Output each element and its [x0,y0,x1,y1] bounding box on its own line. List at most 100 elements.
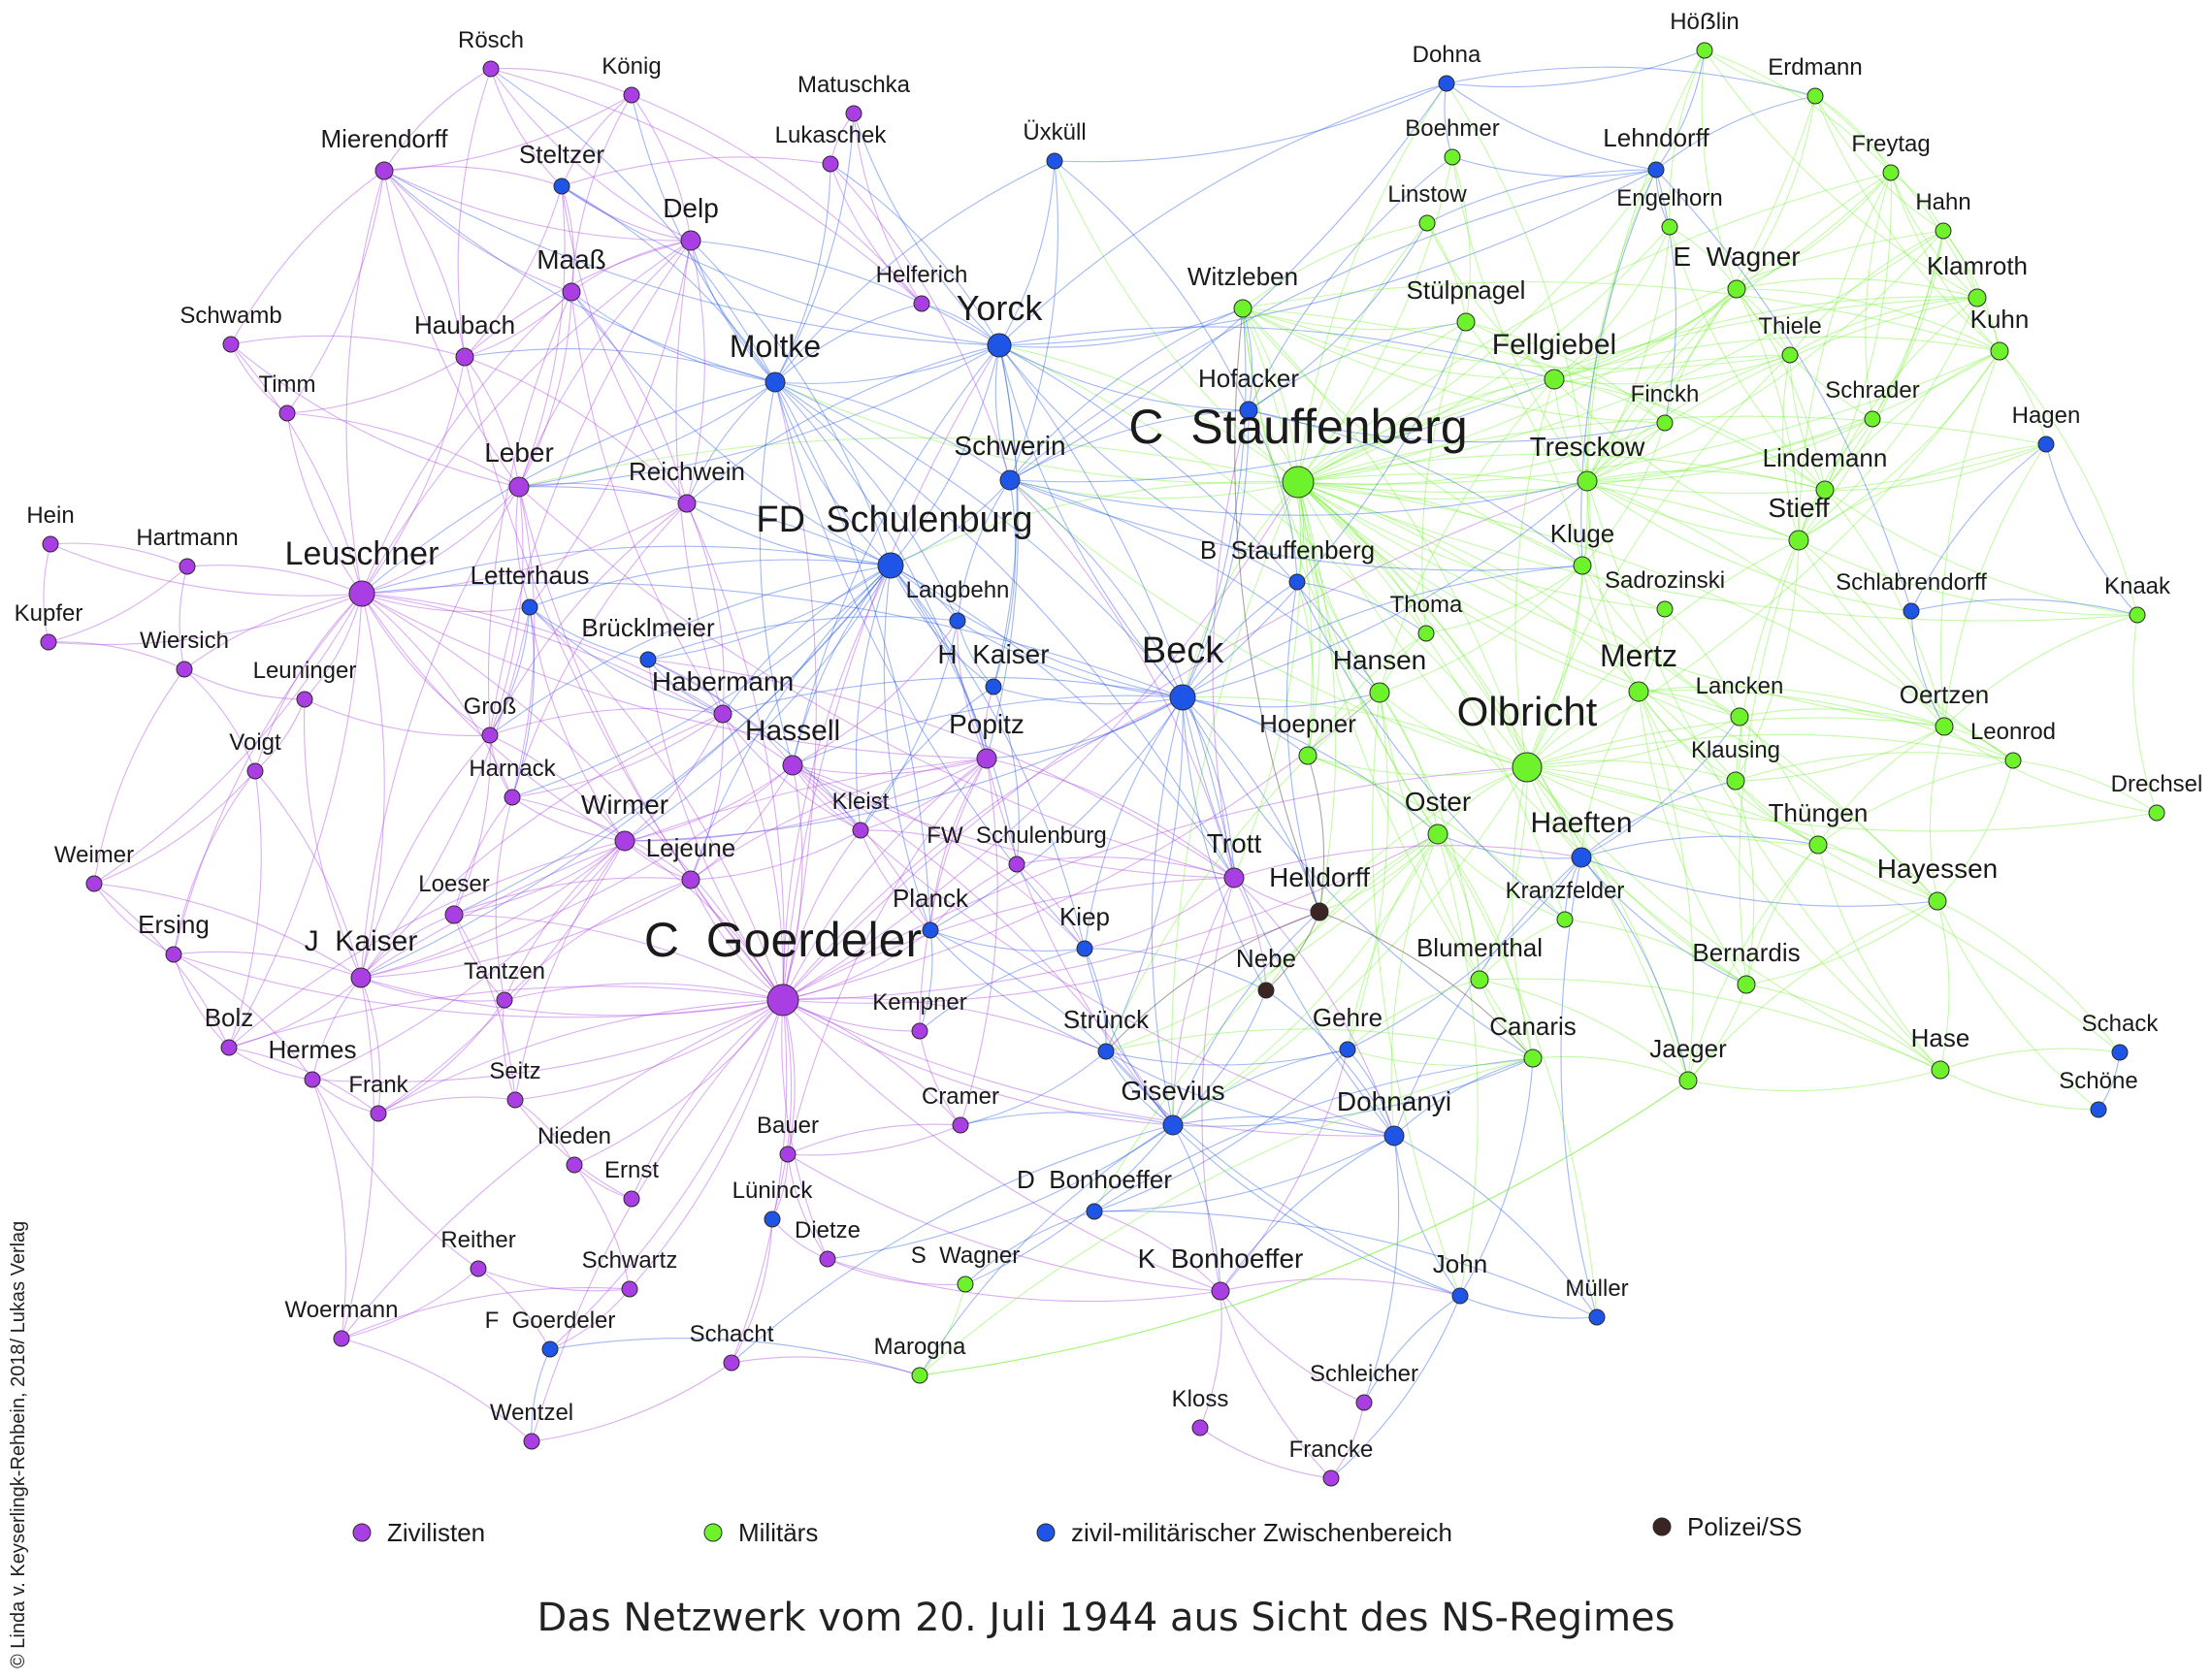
node-popitz[interactable] [976,748,997,769]
node-leonrod[interactable] [2004,752,2022,769]
node-ernst[interactable] [623,1190,640,1208]
node-schlabrendorff[interactable] [1903,602,1920,620]
node-thiele[interactable] [1781,346,1799,364]
node-haubach[interactable] [455,347,474,367]
node-d-bonhoeffer[interactable] [1086,1203,1103,1220]
node-linstow[interactable] [1418,214,1436,232]
node-klausing[interactable] [1726,771,1745,791]
node-dohnanyi[interactable] [1383,1125,1405,1146]
node-reichwein[interactable] [677,494,697,513]
node-wentzel[interactable] [523,1433,540,1450]
node-thoma[interactable] [1417,625,1435,642]
node-canaris[interactable] [1523,1049,1543,1068]
node-langbehn[interactable] [949,612,966,630]
node-sadrozinski[interactable] [1656,600,1674,618]
node-wirmer[interactable] [614,830,635,852]
node-trott[interactable] [1223,867,1245,888]
node-hase[interactable] [1931,1060,1950,1080]
node-fw-schulenburg[interactable] [1008,856,1025,873]
node-letterhaus[interactable] [521,598,538,616]
node-cramer[interactable] [952,1116,969,1134]
node-lancken[interactable] [1730,707,1749,726]
node-brücklmeier[interactable] [639,651,657,668]
node-seitz[interactable] [506,1091,524,1109]
node-b-stauffenberg[interactable] [1288,573,1306,591]
node-timm[interactable] [278,404,296,422]
node-kempner[interactable] [911,1022,928,1040]
node-marogna[interactable] [911,1367,928,1384]
node-üxküll[interactable] [1046,152,1063,170]
node-dohna[interactable] [1438,75,1455,92]
node-rösch[interactable] [482,60,500,78]
node-olbricht[interactable] [1512,752,1543,783]
node-groß[interactable] [481,726,499,744]
node-klamroth[interactable] [1968,288,1987,307]
node-hermes[interactable] [304,1071,321,1088]
node-voigt[interactable] [246,762,264,780]
node-kleist[interactable] [852,822,869,839]
node-drechsel[interactable] [2148,804,2165,822]
node-lukaschek[interactable] [822,155,839,173]
node-stülpnagel[interactable] [1456,312,1476,332]
node-lejeune[interactable] [681,870,700,889]
node-oertzen[interactable] [1935,717,1954,736]
node-nieden[interactable] [566,1156,583,1174]
node-loeser[interactable] [444,905,464,924]
node-c-stauffenberg[interactable] [1282,466,1315,499]
node-nebe[interactable] [1257,982,1275,999]
node-john[interactable] [1451,1287,1469,1305]
node-tresckow[interactable] [1577,470,1598,492]
node-hößlin[interactable] [1696,42,1713,59]
node-planck[interactable] [922,921,939,939]
node-moltke[interactable] [764,371,786,393]
node-haeften[interactable] [1571,847,1592,868]
node-helferich[interactable] [913,295,930,312]
node-könig[interactable] [623,86,640,104]
node-delp[interactable] [680,230,701,251]
node-helldorff[interactable] [1310,902,1329,921]
node-f-goerdeler[interactable] [541,1340,559,1358]
node-leber[interactable] [508,476,530,498]
node-reither[interactable] [470,1260,487,1277]
node-lüninck[interactable] [764,1211,781,1228]
node-freytag[interactable] [1882,164,1900,181]
node-hayessen[interactable] [1928,891,1947,911]
node-boehmer[interactable] [1444,148,1461,166]
node-schwamb[interactable] [222,336,240,353]
node-fd-schulenburg[interactable] [877,552,904,579]
node-woermann[interactable] [333,1330,350,1347]
node-hansen[interactable] [1369,682,1390,703]
node-schwartz[interactable] [621,1280,638,1298]
node-lehndorff[interactable] [1647,161,1665,178]
node-engelhorn[interactable] [1661,218,1678,236]
node-schleicher[interactable] [1355,1394,1373,1411]
node-bauer[interactable] [779,1146,797,1163]
node-bernardis[interactable] [1737,975,1756,994]
node-schack[interactable] [2111,1044,2129,1061]
node-leuschner[interactable] [348,580,375,607]
node-hassell[interactable] [782,755,803,776]
node-witzleben[interactable] [1233,299,1252,318]
node-müller[interactable] [1588,1308,1606,1326]
node-frank[interactable] [370,1105,387,1122]
node-jaeger[interactable] [1678,1071,1698,1090]
node-c-goerdeler[interactable] [766,984,799,1017]
node-mierendorff[interactable] [374,161,394,180]
node-kranzfelder[interactable] [1556,911,1574,928]
node-schwerin[interactable] [999,469,1021,491]
node-ersing[interactable] [165,946,182,963]
node-lindemann[interactable] [1815,480,1835,500]
node-fellgiebel[interactable] [1544,369,1565,390]
node-hofacker[interactable] [1239,401,1258,420]
node-thüngen[interactable] [1808,835,1828,855]
node-blumenthal[interactable] [1470,970,1489,989]
node-dietze[interactable] [819,1250,836,1268]
node-hartmann[interactable] [179,558,196,575]
node-h-kaiser[interactable] [985,678,1002,695]
node-kluge[interactable] [1573,556,1592,575]
node-finckh[interactable] [1656,414,1674,432]
node-matuschka[interactable] [845,105,862,122]
node-schacht[interactable] [723,1354,740,1372]
node-hagen[interactable] [2037,436,2055,453]
node-weimer[interactable] [85,875,103,892]
